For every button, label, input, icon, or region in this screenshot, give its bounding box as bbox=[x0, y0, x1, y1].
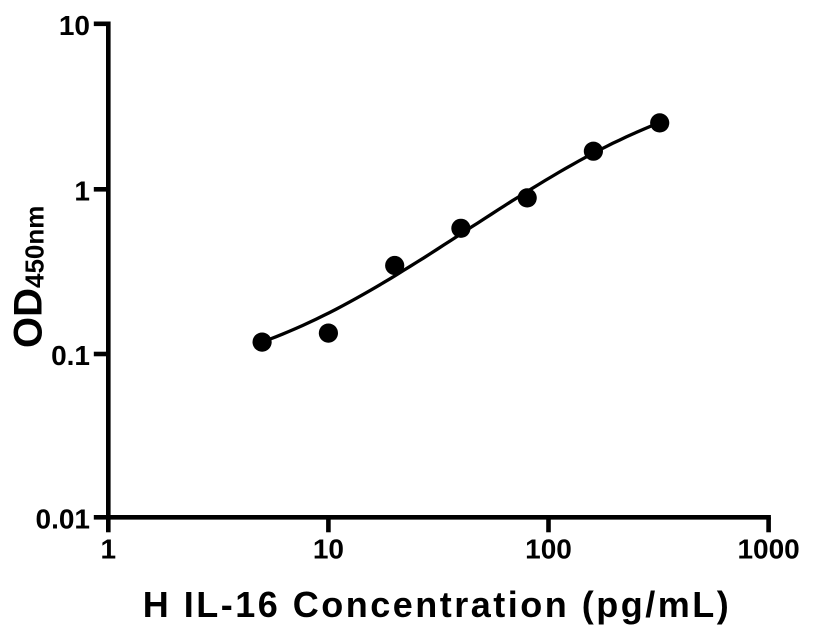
svg-text:H IL-16 Concentration (pg/mL): H IL-16 Concentration (pg/mL) bbox=[143, 584, 732, 625]
svg-text:0.01: 0.01 bbox=[36, 504, 91, 535]
svg-text:0.1: 0.1 bbox=[51, 340, 90, 371]
svg-text:1: 1 bbox=[74, 176, 90, 207]
svg-text:100: 100 bbox=[525, 534, 572, 565]
svg-text:10: 10 bbox=[59, 10, 90, 41]
svg-text:1: 1 bbox=[101, 534, 117, 565]
svg-text:1000: 1000 bbox=[737, 534, 799, 565]
svg-text:OD450nm: OD450nm bbox=[7, 206, 51, 348]
svg-text:10: 10 bbox=[313, 534, 344, 565]
